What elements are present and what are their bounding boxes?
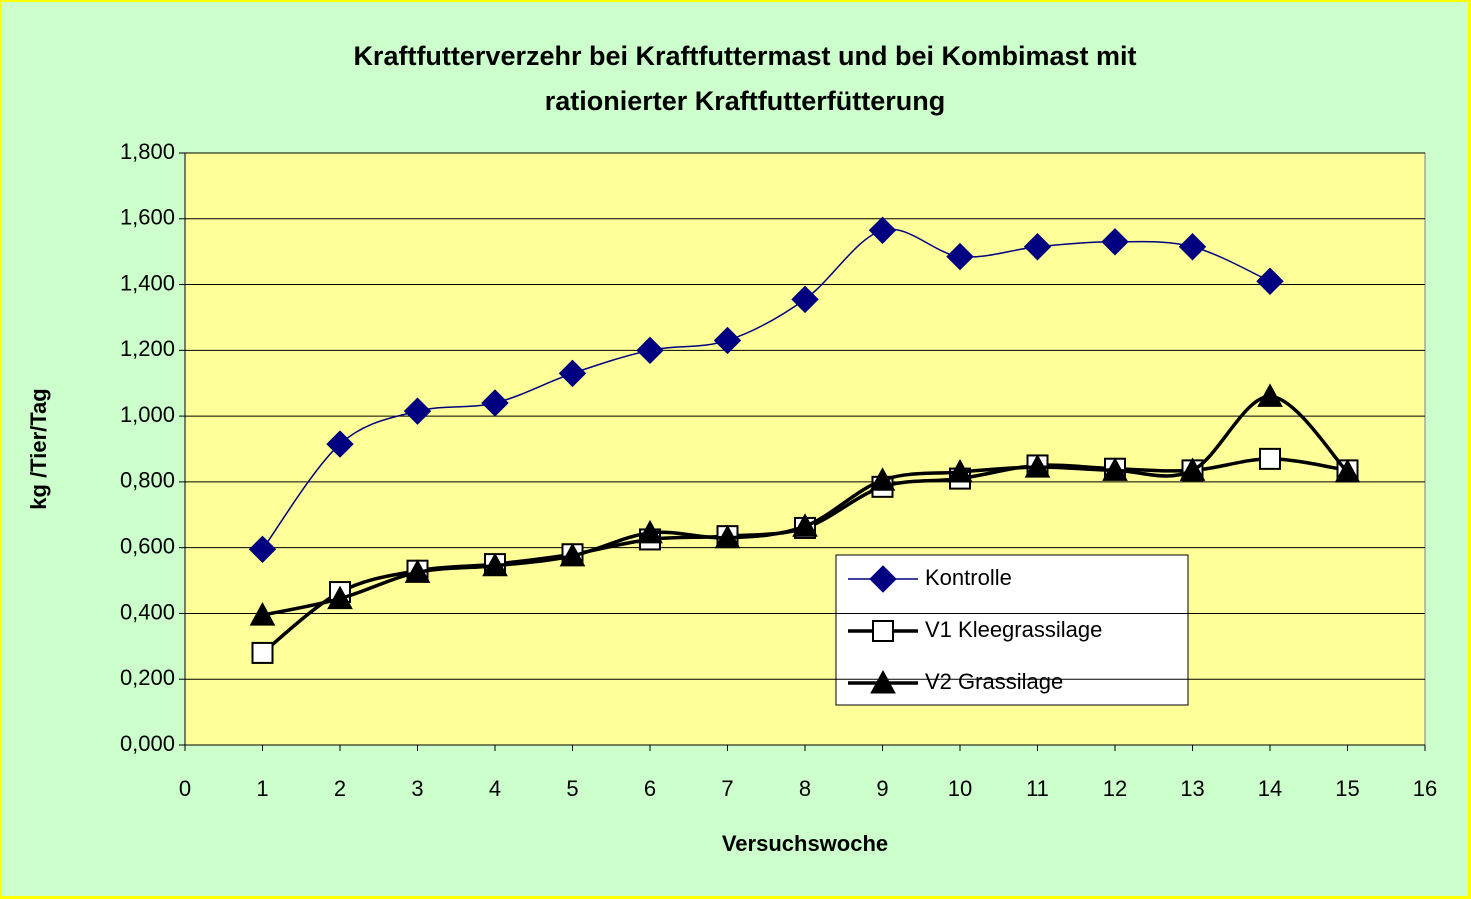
marker [792,513,818,537]
x-tick-label: 4 [489,776,501,801]
marker [404,559,431,583]
y-tick-label: 1,200 [120,336,175,361]
x-tick-label: 8 [799,776,811,801]
y-tick-label: 0,400 [120,599,175,624]
chart-title: rationierter Kraftfutterfütterung [545,86,946,116]
marker [714,524,741,549]
y-tick-label: 0,600 [120,533,175,558]
marker [481,389,509,417]
y-axis-label: kg /Tier/Tag [26,388,51,509]
marker [326,430,354,458]
marker [482,552,508,577]
marker [248,535,277,564]
x-tick-label: 7 [721,776,733,801]
y-tick-label: 1,000 [120,402,175,427]
x-tick-label: 5 [566,776,578,801]
x-tick-label: 0 [179,776,191,801]
marker [1023,233,1052,261]
marker [947,458,973,483]
marker [1102,457,1128,481]
y-tick-label: 0,000 [120,731,175,756]
marker [713,326,742,355]
marker [869,467,896,491]
marker [1024,454,1051,478]
marker [636,336,664,365]
legend-marker [869,565,897,593]
y-tick-label: 1,800 [120,139,175,164]
x-tick-label: 16 [1413,776,1437,801]
x-tick-label: 15 [1335,776,1359,801]
legend-marker [872,620,894,642]
marker [251,641,274,664]
marker [1101,228,1129,256]
y-tick-label: 0,800 [120,468,175,493]
marker [946,242,974,271]
plot-area [184,152,1426,746]
marker [791,285,819,314]
marker [559,542,586,567]
legend-label: Kontrolle [925,565,1012,590]
x-axis-label: Versuchswoche [722,831,888,856]
chart-title: Kraftfutterverzehr bei Kraftfuttermast u… [353,41,1136,71]
x-tick-label: 3 [411,776,423,801]
legend-label: V1 Kleegrassilage [925,617,1102,642]
marker [1256,267,1284,295]
x-tick-label: 14 [1258,776,1282,801]
y-tick-label: 0,200 [120,665,175,690]
y-tick-label: 1,600 [120,205,175,230]
marker [1257,383,1283,407]
legend-marker [870,669,896,694]
marker [249,602,276,626]
x-tick-label: 12 [1103,776,1127,801]
marker [637,519,663,544]
marker [1259,447,1281,470]
x-tick-label: 10 [948,776,972,801]
x-tick-label: 9 [876,776,888,801]
x-tick-label: 11 [1026,776,1049,801]
x-tick-label: 13 [1180,776,1204,801]
marker [403,397,432,425]
x-tick-label: 2 [334,776,346,801]
x-tick-label: 6 [644,776,656,801]
marker [558,359,587,388]
marker [1178,233,1207,261]
marker [868,216,897,244]
marker [327,585,353,610]
marker [1334,458,1361,483]
marker [1179,457,1206,481]
x-tick-label: 1 [256,776,268,801]
legend-label: V2 Grassilage [925,669,1063,694]
y-tick-label: 1,400 [120,270,175,295]
